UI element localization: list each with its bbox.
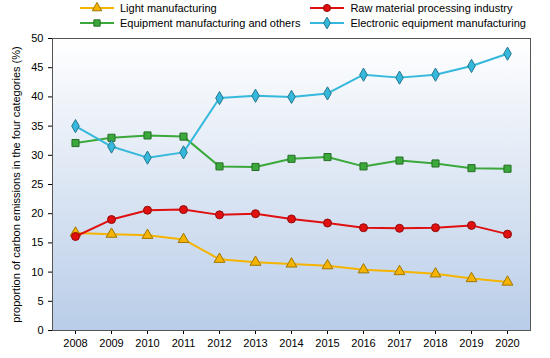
svg-text:2016: 2016 xyxy=(351,337,375,349)
svg-text:5: 5 xyxy=(37,295,43,307)
svg-text:2017: 2017 xyxy=(387,337,411,349)
svg-text:25: 25 xyxy=(31,178,43,190)
svg-text:15: 15 xyxy=(31,236,43,248)
svg-text:2014: 2014 xyxy=(279,337,303,349)
html-text:Electronic equipment manufactu: Electronic equipment manufacturing xyxy=(350,16,526,29)
svg-text:2010: 2010 xyxy=(135,337,159,349)
svg-text:2008: 2008 xyxy=(63,337,87,349)
svg-text:10: 10 xyxy=(31,266,43,278)
svg-text:2009: 2009 xyxy=(99,337,123,349)
svg-text:0: 0 xyxy=(37,324,43,336)
svg-text:45: 45 xyxy=(31,61,43,73)
svg-text:20: 20 xyxy=(31,207,43,219)
svg-text:2020: 2020 xyxy=(495,337,519,349)
svg-text:2013: 2013 xyxy=(243,337,267,349)
svg-text:proportion of carbon emissions: proportion of carbon emissions in the fo… xyxy=(10,46,22,322)
svg-text:35: 35 xyxy=(31,120,43,132)
svg-text:2015: 2015 xyxy=(315,337,339,349)
html-text:Equipment manufacturing and ot: Equipment manufacturing and others xyxy=(120,16,301,29)
svg-text:2012: 2012 xyxy=(207,337,231,349)
svg-text:40: 40 xyxy=(31,90,43,102)
html-text:Light manufacturing: Light manufacturing xyxy=(120,1,217,14)
html-text:Raw material processing indust: Raw material processing industry xyxy=(350,1,513,14)
svg-text:30: 30 xyxy=(31,149,43,161)
svg-text:2019: 2019 xyxy=(459,337,483,349)
svg-text:50: 50 xyxy=(31,32,43,44)
svg-text:2011: 2011 xyxy=(172,337,196,349)
svg-text:2018: 2018 xyxy=(423,337,447,349)
